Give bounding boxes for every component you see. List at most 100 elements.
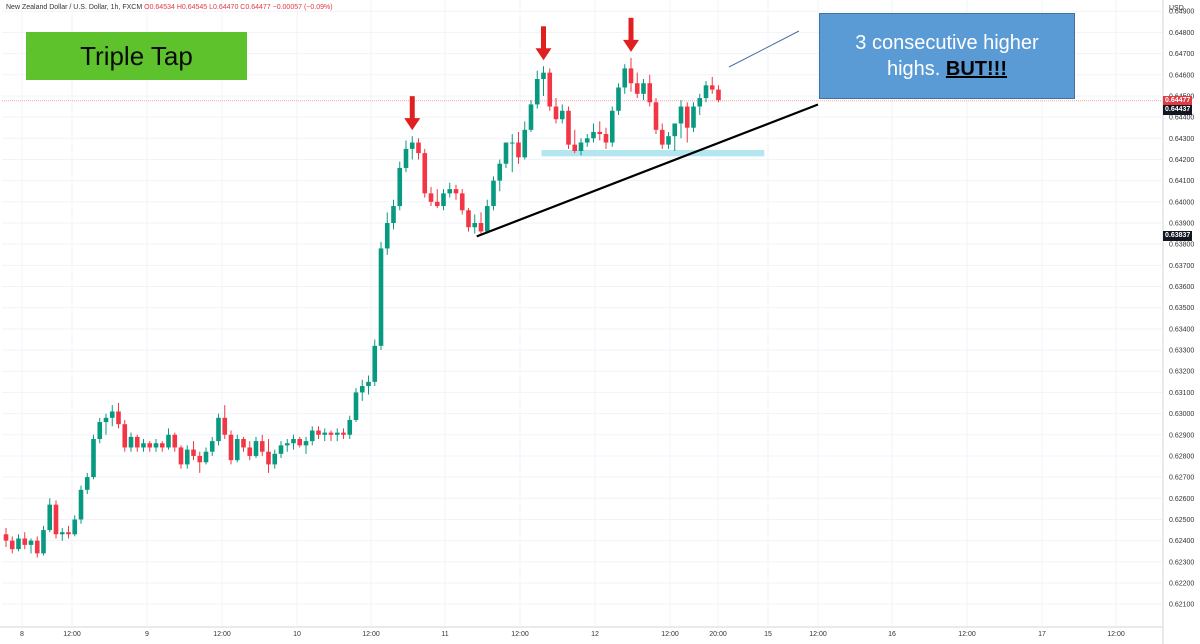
candle-down [22, 538, 28, 545]
candle-down [228, 434, 234, 461]
candle-up [209, 441, 215, 452]
change-value: −0.00057 (−0.09%) [272, 4, 333, 11]
candle-up [47, 504, 53, 531]
candle-down [478, 223, 484, 232]
triple-tap-text: Triple Tap [80, 40, 193, 71]
candle-up [372, 345, 378, 382]
candle-up [141, 443, 146, 448]
y-tick-label: 0.64100 [1169, 178, 1194, 185]
note-emphasis: BUT!!! [945, 58, 1008, 80]
y-tick-label: 0.62400 [1169, 538, 1194, 545]
candle-up [16, 538, 21, 550]
y-tick-label: 0.62300 [1169, 559, 1194, 566]
x-tick-label: 16 [888, 631, 896, 638]
arrow-shaft [409, 96, 415, 121]
candle-up [697, 98, 703, 107]
level-price-badge: 0.64437 [1163, 105, 1193, 116]
y-tick-label: 0.64000 [1169, 199, 1194, 206]
y-tick-label: 0.64900 [1169, 9, 1194, 16]
candle-down [428, 193, 434, 202]
candle-up [303, 441, 309, 446]
candle-up [153, 443, 159, 448]
candle-up [216, 417, 221, 442]
candle-up [522, 129, 528, 158]
candle-up [703, 85, 709, 99]
candle-up [609, 110, 615, 143]
candle-up [484, 206, 490, 232]
note-line2-text: highs. [886, 58, 941, 80]
arrow-down-icon [623, 39, 639, 52]
candle-down [159, 443, 165, 448]
low-price-badge: 0.63837 [1163, 231, 1193, 242]
candle-up [384, 223, 390, 249]
candle-up [441, 193, 446, 207]
candle-up [528, 104, 534, 130]
y-tick-label: 0.63100 [1169, 390, 1194, 397]
candle-down [453, 189, 459, 194]
x-tick-label: 12:00 [661, 631, 679, 638]
candle-up [334, 432, 340, 435]
candle-up [253, 441, 259, 456]
candle-down [197, 455, 203, 463]
candle-up [391, 206, 396, 223]
y-tick-label: 0.62200 [1169, 581, 1194, 588]
candle-down [3, 534, 9, 541]
candle-down [316, 430, 321, 435]
candle-up [559, 110, 565, 120]
triple-tap-label: Triple Tap [26, 32, 247, 80]
candle-down [247, 447, 253, 456]
candle-up [578, 142, 584, 151]
candle-down [434, 201, 440, 207]
x-tick-label: 12:00 [1107, 631, 1125, 638]
candle-up [72, 519, 78, 535]
candle-up [497, 163, 503, 181]
candle-down [516, 142, 521, 158]
candle-up [616, 87, 621, 111]
arrow-down-icon [535, 48, 552, 61]
y-tick-label: 0.63400 [1169, 326, 1194, 333]
candle-up [309, 430, 315, 442]
y-tick-label: 0.64200 [1169, 157, 1194, 164]
candle-up [59, 532, 65, 535]
candle-up [272, 453, 278, 465]
candle-up [403, 148, 409, 168]
candle-down [709, 85, 715, 90]
candle-down [53, 504, 59, 535]
y-tick-label: 0.63600 [1169, 284, 1194, 291]
candle-down [34, 540, 40, 554]
candle-down [597, 131, 603, 135]
x-tick-label: 12:00 [511, 631, 529, 638]
y-tick-label: 0.62100 [1169, 602, 1194, 609]
y-tick-label: 0.64700 [1169, 51, 1194, 58]
candle-up [353, 392, 359, 420]
candle-down [241, 439, 246, 448]
y-tick-label: 0.62800 [1169, 453, 1194, 460]
candle-up [28, 540, 34, 545]
high-value: H0.64545 [176, 4, 208, 11]
y-tick-label: 0.63200 [1169, 369, 1194, 376]
x-tick-label: 11 [441, 631, 448, 638]
candle-up [166, 434, 171, 448]
y-tick-label: 0.62700 [1169, 475, 1194, 482]
candle-up [278, 445, 284, 454]
candle-up [541, 72, 546, 79]
y-tick-label: 0.63900 [1169, 221, 1194, 228]
x-tick-label: 8 [20, 631, 24, 638]
candle-up [41, 530, 46, 554]
note-line2: highs. BUT!!! [887, 56, 1007, 82]
y-tick-label: 0.63700 [1169, 263, 1194, 270]
candle-down [259, 441, 265, 452]
candle-down [328, 432, 334, 435]
candle-up [672, 123, 678, 137]
y-tick-label: 0.64300 [1169, 136, 1194, 143]
candle-down [191, 449, 196, 456]
candle-up [491, 180, 496, 207]
x-tick-label: 20:00 [709, 631, 727, 638]
x-tick-label: 12:00 [362, 631, 380, 638]
candle-up [322, 432, 328, 435]
y-tick-label: 0.63300 [1169, 348, 1194, 355]
candle-down [653, 102, 659, 130]
candle-down [716, 89, 721, 101]
candle-down [628, 68, 634, 84]
